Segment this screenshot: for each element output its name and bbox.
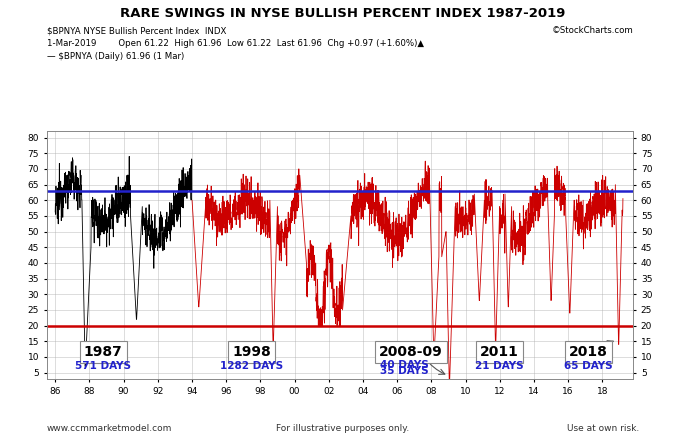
Text: 2018: 2018 xyxy=(569,345,608,359)
Text: 2008-09: 2008-09 xyxy=(379,345,442,359)
Text: 2011: 2011 xyxy=(480,345,519,359)
Text: 571 DAYS: 571 DAYS xyxy=(75,361,131,371)
Text: 35 DAYS: 35 DAYS xyxy=(380,366,428,376)
Text: www.ccmmarketmodel.com: www.ccmmarketmodel.com xyxy=(47,424,172,433)
Text: $BPNYA NYSE Bullish Percent Index  INDX: $BPNYA NYSE Bullish Percent Index INDX xyxy=(47,26,226,35)
Text: Use at own risk.: Use at own risk. xyxy=(567,424,639,433)
Text: — $BPNYA (Daily) 61.96 (1 Mar): — $BPNYA (Daily) 61.96 (1 Mar) xyxy=(47,52,184,61)
Text: 1-Mar-2019        Open 61.22  High 61.96  Low 61.22  Last 61.96  Chg +0.97 (+1.6: 1-Mar-2019 Open 61.22 High 61.96 Low 61.… xyxy=(47,39,424,49)
Text: 40 DAYS: 40 DAYS xyxy=(379,360,429,370)
Text: 21 DAYS: 21 DAYS xyxy=(475,361,524,371)
Text: 1998: 1998 xyxy=(233,345,271,359)
Text: ©StockCharts.com: ©StockCharts.com xyxy=(552,26,633,35)
Text: 1987: 1987 xyxy=(84,345,123,359)
Text: RARE SWINGS IN NYSE BULLISH PERCENT INDEX 1987-2019: RARE SWINGS IN NYSE BULLISH PERCENT INDE… xyxy=(120,7,566,20)
Text: 65 DAYS: 65 DAYS xyxy=(565,361,613,371)
Text: For illustrative purposes only.: For illustrative purposes only. xyxy=(276,424,410,433)
Text: 1282 DAYS: 1282 DAYS xyxy=(220,361,283,371)
